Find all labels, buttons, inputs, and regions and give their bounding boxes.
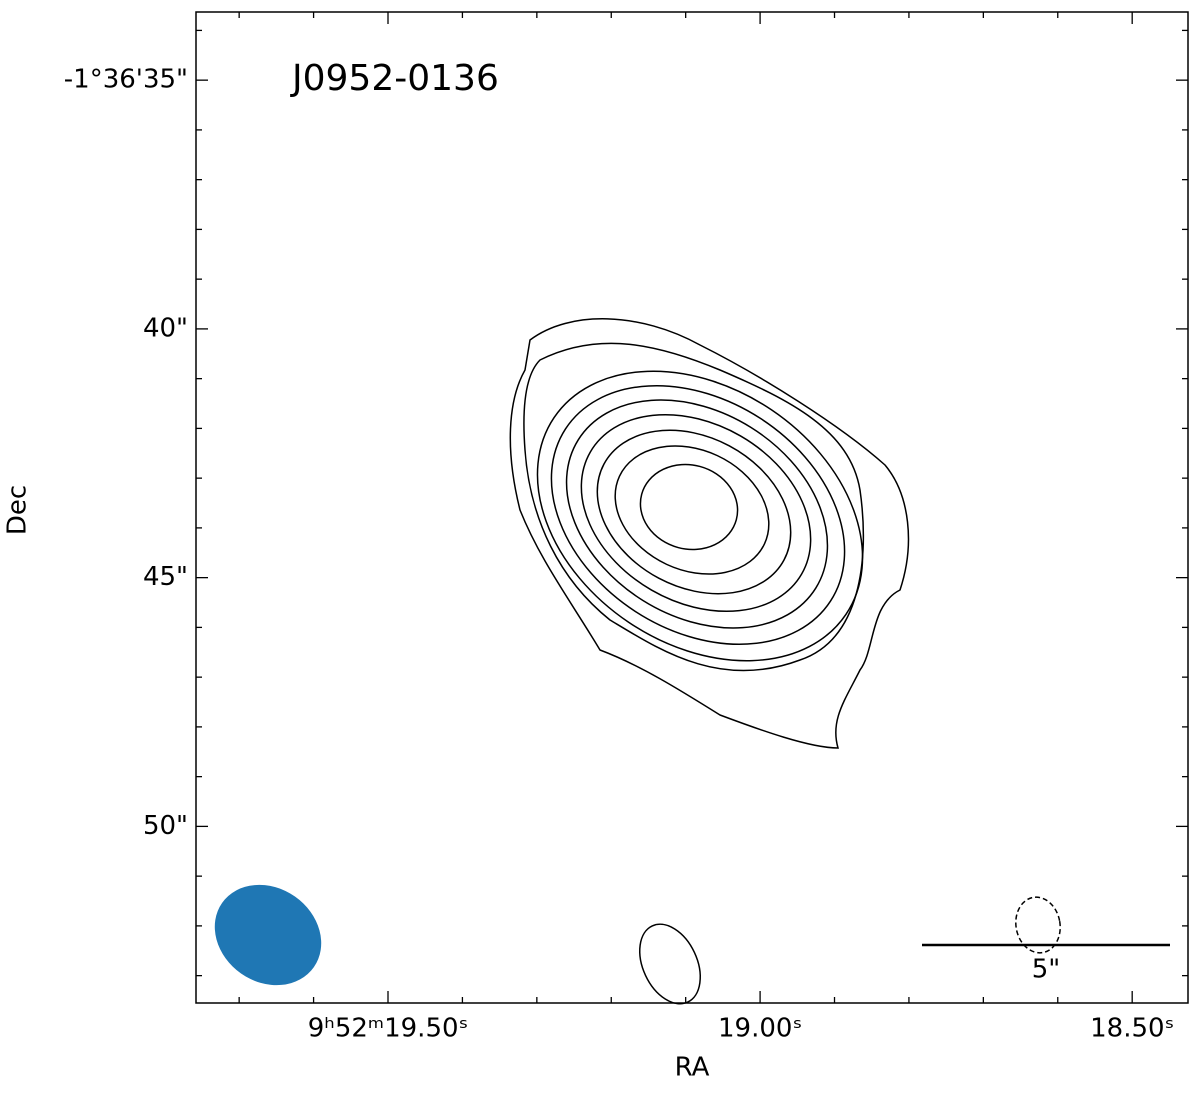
scale-label: 5" <box>1032 955 1061 985</box>
y-axis-label: Dec <box>3 485 33 535</box>
x-axis-label: RA <box>675 1053 710 1083</box>
y-tick-label: 40" <box>143 313 188 343</box>
x-tick-label: 9ʰ52ᵐ19.50ˢ <box>308 1014 468 1044</box>
x-tick-label: 19.00ˢ <box>718 1014 802 1044</box>
y-tick-label: 45" <box>143 562 188 592</box>
beam <box>214 884 322 986</box>
x-tick-label: 18.50ˢ <box>1090 1014 1174 1044</box>
y-tick-label: 50" <box>143 811 188 841</box>
y-tick-label: -1°36'35" <box>64 65 188 95</box>
contours <box>509 318 1061 1005</box>
chart-title: J0952-0136 <box>290 58 499 99</box>
plot-frame <box>195 11 1189 1004</box>
